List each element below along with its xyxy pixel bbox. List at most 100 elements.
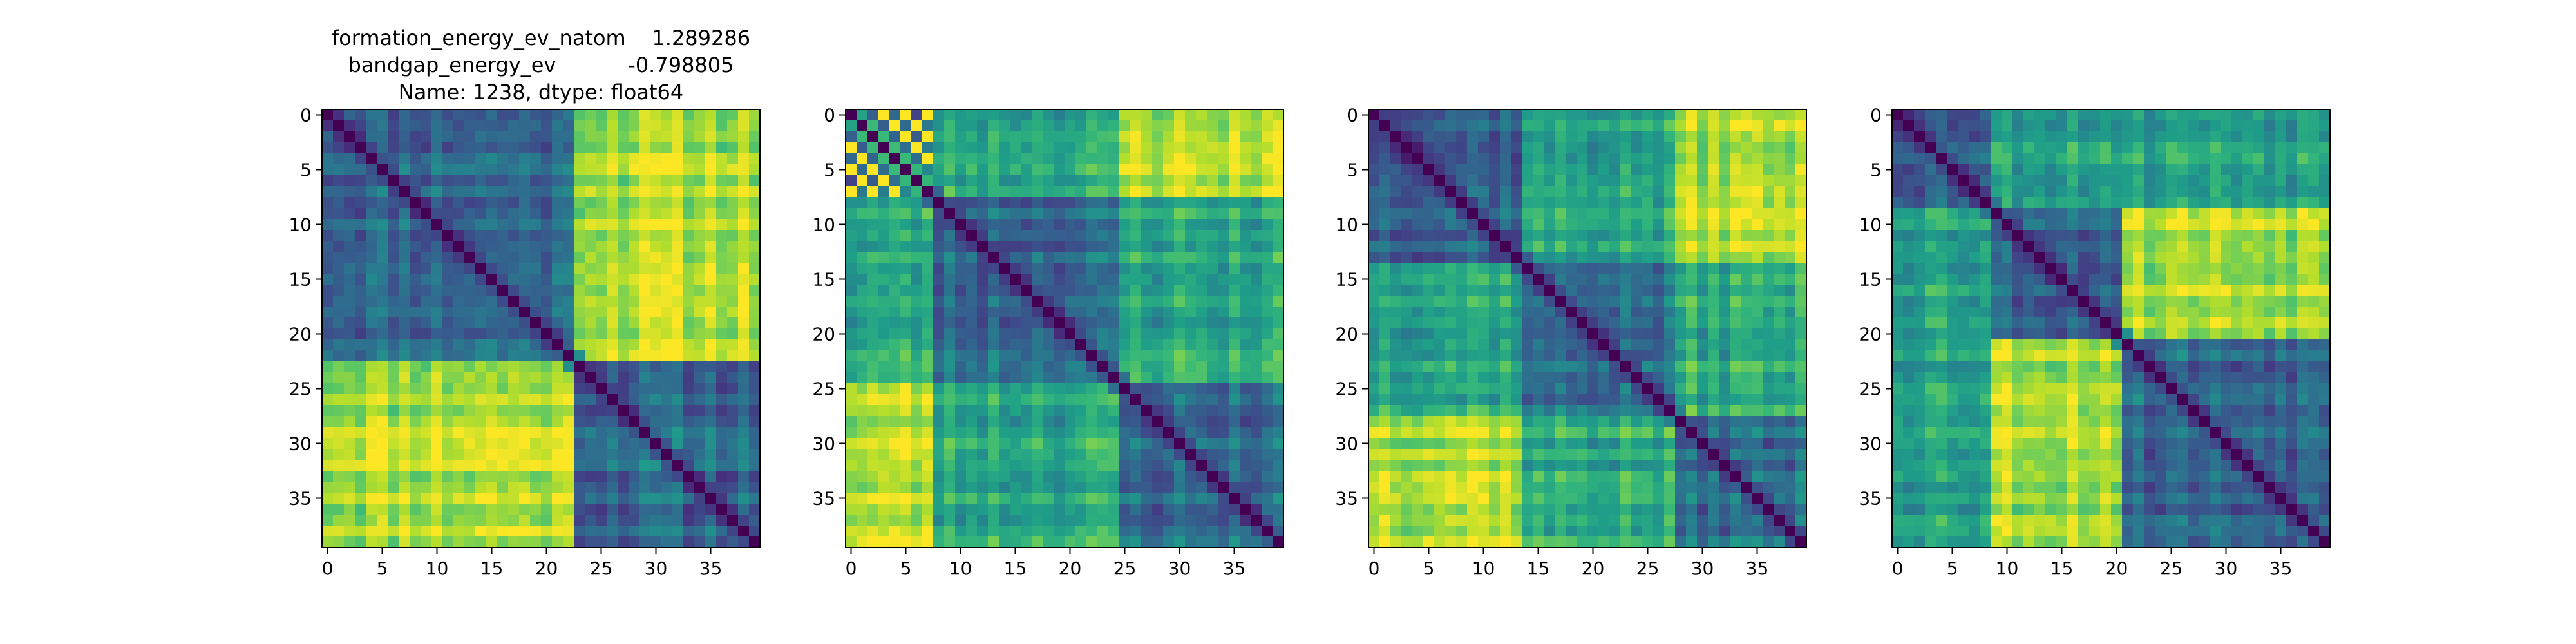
heatmap-cell [475,208,487,220]
heatmap-cell [519,504,531,515]
heatmap-cell [1533,317,1544,329]
heatmap-cell [1065,131,1076,143]
heatmap-cell [1653,328,1665,340]
heatmap-cell [421,405,432,417]
heatmap-cell [486,449,498,460]
heatmap-cell [1423,142,1435,154]
heatmap-cell [1065,536,1076,548]
heatmap-cell [399,186,410,198]
heatmap-cell [867,274,879,285]
heatmap-cell [366,416,377,428]
heatmap-cell [541,460,553,471]
heatmap-cell [1719,361,1730,373]
heatmap-cell [2166,109,2177,121]
heatmap-cell [1522,361,1533,373]
heatmap-cell [486,263,498,274]
heatmap-cell [966,460,978,471]
heatmap-cell [1273,241,1284,252]
heatmap-cell [1434,526,1446,537]
heatmap-cell [661,493,673,504]
heatmap-cell [1412,120,1424,132]
heatmap-cell [1500,241,1511,252]
heatmap-cell [1021,372,1032,384]
heatmap-cell [508,285,520,296]
heatmap-cell [541,515,553,526]
heatmap-cell [683,153,695,165]
heatmap-cell [661,175,673,187]
heatmap-cell [366,460,377,471]
heatmap-cell [1675,438,1687,450]
heatmap-cell [1795,515,1807,526]
heatmap-cell [705,394,717,406]
heatmap-cell [464,307,476,318]
heatmap-cell [1456,164,1468,176]
heatmap-cell [1511,153,1522,165]
heatmap-cell [1130,449,1142,460]
heatmap-cell [421,186,432,198]
heatmap-cell [857,416,868,428]
heatmap-cell [1251,372,1262,384]
heatmap-cell [1097,131,1109,143]
heatmap-cell [1708,197,1719,209]
heatmap-cell [911,175,923,187]
heatmap-cell [1763,339,1774,351]
heatmap-cell [1196,361,1208,373]
heatmap-cell [1795,471,1807,482]
heatmap-cell [1511,394,1522,406]
heatmap-cell [1609,153,1621,165]
heatmap-cell [955,241,967,252]
heatmap-cell [629,175,640,187]
heatmap-cell [464,317,476,329]
heatmap-cell [1174,131,1186,143]
heatmap-cell [650,175,662,187]
heatmap-cell [1423,405,1435,417]
heatmap-cell [1412,142,1424,154]
heatmap-cell [1774,208,1785,220]
heatmap-cell [738,471,750,482]
heatmap-cell [889,471,901,482]
heatmap-cell [1675,109,1687,121]
heatmap-cell [1368,361,1380,373]
heatmap-cell [1774,263,1785,274]
heatmap-cell [1631,208,1643,220]
heatmap-cell [1021,230,1032,242]
heatmap-cell [1708,241,1719,252]
heatmap-cell [1609,427,1621,439]
heatmap-cell [694,241,706,252]
heatmap-cell [596,438,607,450]
heatmap-cell [552,219,564,231]
heatmap-cell [1054,120,1065,132]
heatmap-cell [1631,427,1643,439]
heatmap-cell [694,482,706,493]
heatmap-cell [1642,263,1654,274]
heatmap-cell [1021,526,1032,537]
heatmap-cell [2034,109,2046,121]
heatmap-cell [1163,427,1175,439]
heatmap-cell [1379,131,1391,143]
heatmap-cell [464,372,476,384]
heatmap-cell [344,482,355,493]
heatmap-cell [1119,493,1131,504]
heatmap-cell [1697,252,1709,263]
heatmap-cell [1401,186,1413,198]
heatmap-cell [1262,219,1273,231]
heatmap-cell [966,427,978,439]
heatmap-cell [1730,493,1741,504]
heatmap-cell [1065,438,1076,450]
heatmap-cell [846,383,857,395]
heatmap-cell [585,438,596,450]
heatmap-cell [585,175,596,187]
heatmap-cell [508,153,520,165]
heatmap-cell [1741,274,1752,285]
heatmap-cell [1218,361,1229,373]
heatmap-cell [1555,109,1566,121]
heatmap-cell [846,307,857,318]
heatmap-cell [1774,394,1785,406]
heatmap-cell [1555,208,1566,220]
heatmap-cell [574,493,585,504]
heatmap-cell [1075,515,1087,526]
heatmap-cell [738,482,750,493]
heatmap-cell [1489,120,1501,132]
heatmap-cell [1522,164,1533,176]
heatmap-cell [1467,526,1479,537]
